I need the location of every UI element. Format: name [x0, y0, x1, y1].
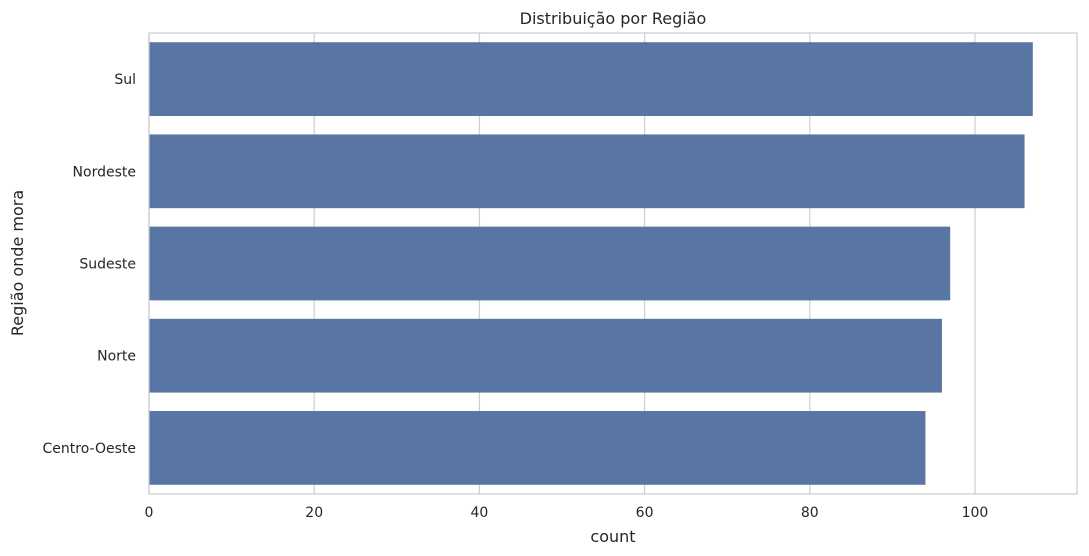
- bar-nordeste: [149, 134, 1025, 209]
- x-tick-labels: 0 20 40 60 80 100: [145, 505, 989, 521]
- y-tick-label: Norte: [97, 349, 136, 365]
- bar-sudeste: [149, 226, 951, 301]
- y-tick-labels: Sul Nordeste Sudeste Norte Centro-Oeste: [43, 72, 137, 457]
- x-axis-label: count: [590, 527, 635, 546]
- chart-title: Distribuição por Região: [520, 9, 707, 28]
- bar-centro-oeste: [149, 411, 926, 485]
- bars: [149, 42, 1033, 485]
- x-tick-label: 0: [145, 505, 154, 521]
- x-tick-label: 80: [801, 505, 819, 521]
- x-tick-label: 100: [962, 505, 989, 521]
- x-tick-label: 40: [470, 505, 488, 521]
- y-tick-label: Centro-Oeste: [43, 441, 137, 457]
- x-tick-label: 60: [636, 505, 654, 521]
- bar-sul: [149, 42, 1033, 116]
- x-tick-label: 20: [305, 505, 323, 521]
- y-tick-label: Sul: [114, 72, 136, 88]
- bar-norte: [149, 318, 942, 393]
- y-axis-label: Região onde mora: [8, 190, 27, 336]
- axes-frame: [148, 32, 1078, 495]
- y-tick-label: Nordeste: [73, 164, 136, 180]
- y-tick-label: Sudeste: [79, 257, 136, 273]
